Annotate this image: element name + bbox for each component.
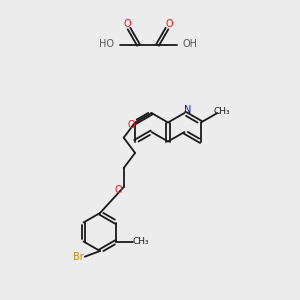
Text: Br: Br (74, 252, 84, 262)
Text: N: N (184, 105, 191, 115)
Text: O: O (165, 19, 173, 28)
Text: HO: HO (98, 39, 113, 49)
Text: O: O (123, 19, 131, 28)
Text: CH₃: CH₃ (213, 106, 230, 116)
Text: O: O (115, 185, 122, 195)
Text: CH₃: CH₃ (132, 237, 149, 246)
Text: O: O (127, 119, 135, 130)
Text: OH: OH (182, 39, 197, 49)
